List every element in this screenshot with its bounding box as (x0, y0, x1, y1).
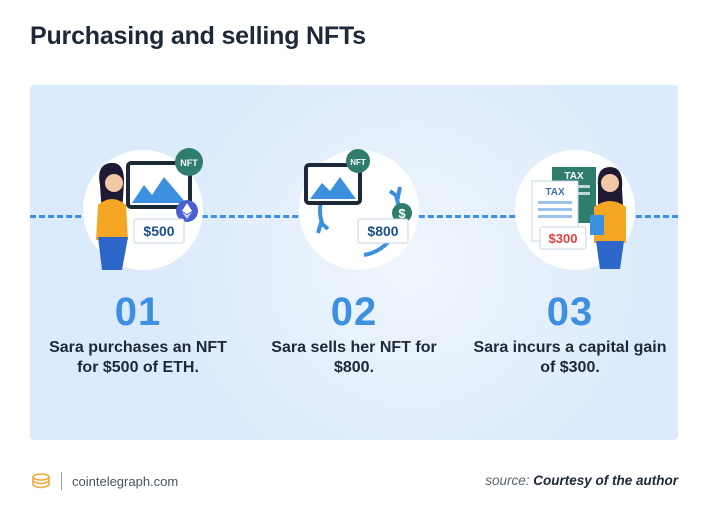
tax-illustration: TAX TAX $300 (515, 150, 635, 270)
purchase-illustration: NFT $500 (83, 148, 203, 270)
step-number: 01 (114, 290, 162, 334)
price-label: $300 (549, 231, 578, 246)
source-prefix: source: (485, 473, 530, 488)
brand-link[interactable]: cointelegraph.com (72, 473, 179, 489)
step-1: NFT $500 01 Sara purchases an NFT for $5… (30, 85, 246, 440)
diagram-panel: NFT $500 01 Sara purchases an NFT for $5… (30, 85, 678, 440)
page-title: Purchasing and selling NFTs (30, 22, 366, 50)
source-credit: source: Courtesy of the author (485, 473, 678, 488)
step-3: TAX TAX $300 03 Sara incurs a capital ga… (462, 85, 678, 440)
dollar-coin-icon: $ (392, 203, 412, 223)
footer-brand: cointelegraph.com (30, 470, 178, 492)
tax-label-back: TAX (564, 171, 584, 182)
step-2: NFT $ $800 02 Sara sells her NFT for $80… (246, 85, 462, 440)
ethereum-icon (176, 200, 198, 222)
nft-badge: NFT (180, 158, 198, 168)
step-description: Sara incurs a capital gain of $300. (473, 339, 667, 376)
step-description: Sara sells her NFT for $800. (271, 339, 437, 376)
footer-divider (61, 472, 62, 490)
sale-illustration: NFT $ $800 (299, 149, 419, 270)
price-label: $500 (143, 223, 174, 239)
step-number: 02 (330, 290, 378, 334)
price-label: $800 (367, 223, 398, 239)
nft-badge: NFT (350, 158, 366, 167)
cointelegraph-logo-icon (32, 473, 50, 489)
step-description: Sara purchases an NFT for $500 of ETH. (49, 339, 227, 376)
tax-label-front: TAX (545, 187, 565, 198)
source-value: Courtesy of the author (533, 473, 678, 488)
svg-text:$: $ (398, 206, 406, 221)
step-number: 03 (546, 290, 594, 334)
